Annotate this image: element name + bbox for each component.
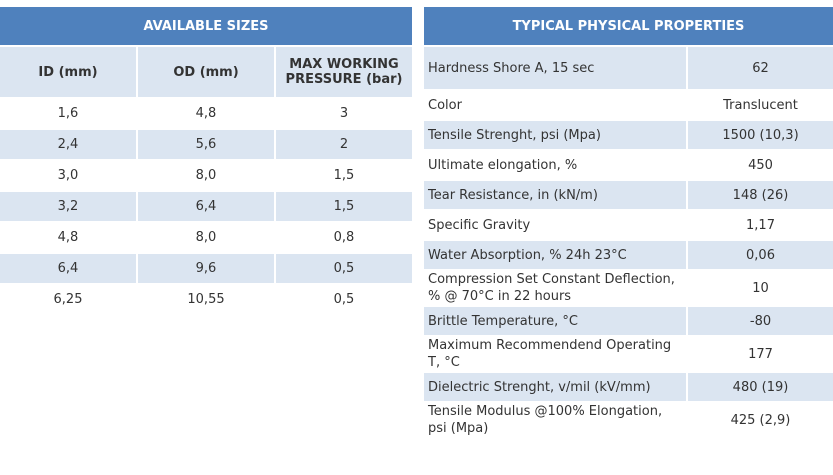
property-name: Color — [428, 97, 462, 113]
property-value: 148 (26) — [688, 181, 833, 209]
sizes-table: AVAILABLE SIZES ID (mm) OD (mm) MAX WORKIN… — [0, 5, 414, 316]
property-value: 480 (19) — [688, 373, 833, 401]
row: Water Absorption, % 24h 23°C 0,06 — [424, 241, 833, 269]
cell: 8,0 — [195, 230, 217, 245]
cell: 4,8 — [195, 106, 217, 121]
column-header: ID (mm) — [0, 47, 136, 97]
property-name: Maximum Recommendend Operating T, °C — [428, 338, 672, 370]
table-title: AVAILABLE SIZES — [0, 7, 412, 45]
property-name: Water Absorption, % 24h 23°C — [424, 241, 686, 269]
row: Dielectric Strenght, v/mil (kV/mm) 480 (1… — [424, 373, 833, 401]
cell: 1,6 — [57, 106, 79, 121]
row: 3,0 8,0 1,5 — [0, 161, 412, 190]
row: Ultimate elongation, % 450 — [424, 151, 833, 179]
property-name: Specific Gravity — [428, 217, 531, 233]
property-value: Translucent — [723, 97, 798, 113]
property-name: Tensile Strenght, psi (Mpa) — [424, 121, 686, 149]
property-value: 10 — [752, 280, 769, 296]
cell: 2,4 — [0, 130, 136, 159]
cell: 8,0 — [195, 168, 217, 183]
property-value: 425 (2,9) — [730, 412, 791, 428]
property-name: Tensile Modulus @100% Elongation, psi (M… — [428, 404, 663, 436]
row: Tear Resistance, in (kN/m) 148 (26) — [424, 181, 833, 209]
row: 3,2 6,4 1,5 — [0, 192, 412, 221]
column-header: OD (mm) — [138, 47, 274, 97]
property-name: Hardness Shore A, 15 sec — [424, 47, 686, 89]
property-value: 0,06 — [688, 241, 833, 269]
row: Tensile Modulus @100% Elongation, psi (M… — [424, 403, 833, 437]
property-value: 62 — [688, 47, 833, 89]
cell: 6,4 — [138, 192, 274, 221]
properties-table: TYPICAL PHYSICAL PROPERTIES Hardness Sho… — [422, 5, 833, 439]
property-name: Tear Resistance, in (kN/m) — [424, 181, 686, 209]
property-name: Ultimate elongation, % — [428, 157, 578, 173]
cell: 0,8 — [333, 230, 355, 245]
cell: 4,8 — [57, 230, 79, 245]
row: 4,8 8,0 0,8 — [0, 223, 412, 252]
row: Maximum Recommendend Operating T, °C 177 — [424, 337, 833, 371]
cell: 3,0 — [57, 168, 79, 183]
column-header: MAX WORKING PRESSURE (bar) — [276, 47, 412, 97]
property-value: 1,17 — [746, 217, 775, 233]
property-value: -80 — [688, 307, 833, 335]
cell: 10,55 — [187, 292, 225, 307]
row: Compression Set Constant Deflection, % @… — [424, 271, 833, 305]
cell: 6,25 — [53, 292, 83, 307]
row: Specific Gravity 1,17 — [424, 211, 833, 239]
cell: 2 — [276, 130, 412, 159]
row: Brittle Temperature, °C -80 — [424, 307, 833, 335]
row: Color Translucent — [424, 91, 833, 119]
property-value: 1500 (10,3) — [688, 121, 833, 149]
cell: 6,4 — [0, 254, 136, 283]
row: 1,6 4,8 3 — [0, 99, 412, 128]
property-name: Compression Set Constant Deflection, % @… — [428, 272, 675, 304]
property-value: 450 — [748, 157, 773, 173]
row: Tensile Strenght, psi (Mpa) 1500 (10,3) — [424, 121, 833, 149]
cell: 5,6 — [138, 130, 274, 159]
property-name: Brittle Temperature, °C — [424, 307, 686, 335]
row: 2,4 5,6 2 — [0, 130, 412, 159]
cell: 9,6 — [138, 254, 274, 283]
cell: 0,5 — [333, 292, 355, 307]
property-value: 177 — [748, 346, 773, 362]
row: 6,25 10,55 0,5 — [0, 285, 412, 314]
cell: 1,5 — [276, 192, 412, 221]
cell: 0,5 — [276, 254, 412, 283]
table-title: TYPICAL PHYSICAL PROPERTIES — [424, 7, 833, 45]
cell: 3,2 — [0, 192, 136, 221]
cell: 1,5 — [333, 168, 355, 183]
row: Hardness Shore A, 15 sec 62 — [424, 47, 833, 89]
property-name: Dielectric Strenght, v/mil (kV/mm) — [424, 373, 686, 401]
cell: 3 — [339, 106, 349, 121]
row: 6,4 9,6 0,5 — [0, 254, 412, 283]
